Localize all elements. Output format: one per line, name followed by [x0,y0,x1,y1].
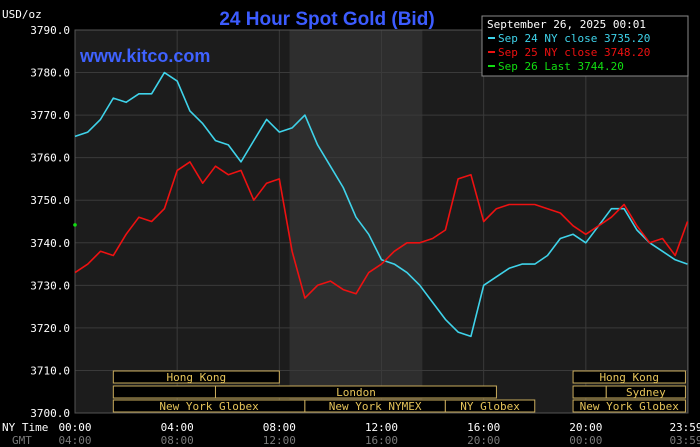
chart-datetime: September 26, 2025 00:01 [487,18,646,31]
session-box [214,385,497,399]
session-label: New York Globex [580,400,680,413]
session-label: New York NYMEX [329,400,422,413]
x-tick-label-ny: 20:00 [569,421,602,434]
session-bar: Sydney [605,385,686,399]
price-series [73,71,689,338]
units-label: USD/oz [2,8,42,21]
x-axis-ticks: 00:0004:0004:0008:0008:0012:0012:0016:00… [2,421,700,447]
session-box [112,385,216,399]
y-axis-ticks: 3700.0 3710.0 3720.0 3730.0 3740.0 3750.0 3760… [30,24,70,420]
session-bar: London [214,385,497,399]
legend-entry: Sep 24 NY close 3735.20 [498,32,650,45]
y-tick-label: 3790.0 [30,24,70,37]
x-tick-label-gmt: 12:00 [263,434,296,447]
x-tick-label-gmt: 00:00 [569,434,602,447]
session-box [572,385,607,399]
session-box [444,399,536,413]
x-tick-label-ny: 16:00 [467,421,500,434]
session-label: Hong Kong [599,371,659,384]
x-tick-label-gmt: 20:00 [467,434,500,447]
y-tick-label: 3740.0 [30,237,70,250]
session-label: Hong Kong [167,371,227,384]
y-tick-label: 3770.0 [30,109,70,122]
x-tick-label-gmt: 16:00 [365,434,398,447]
x-tick-label-gmt: 04:00 [58,434,91,447]
legend-entry: Sep 25 NY close 3748.20 [498,46,650,59]
legend-entry: Sep 26 Last 3744.20 [498,60,624,73]
plot-border [74,29,689,414]
session-label: New York Globex [159,400,259,413]
x-tick-label-gmt: 08:00 [161,434,194,447]
session-bar: New York Globex [572,399,686,413]
x-tick-label-ny: 04:00 [161,421,194,434]
session-box [572,399,686,413]
series-point [73,223,77,227]
x-tick-label-gmt: 03:59 [669,434,700,447]
chart-title: 24 Hour Spot Gold (Bid) [219,9,434,30]
grid-lines [74,29,689,414]
session-bar: NY Globex [444,399,536,413]
y-tick-label: 3780.0 [30,67,70,80]
session-bar [112,385,216,399]
gmt-label: GMT [12,434,32,447]
session-bar: Hong Kong [572,370,686,384]
session-label: London [336,386,376,399]
session-label: Sydney [626,386,666,399]
session-box [112,370,280,384]
y-tick-label: 3760.0 [30,152,70,165]
session-box [572,370,686,384]
watermark: www.kitco.com [79,46,210,66]
session-label: NY Globex [460,400,520,413]
session-bar [572,385,607,399]
x-tick-label-ny: 23:59 [669,421,700,434]
session-bar: New York NYMEX [304,399,446,413]
session-box [605,385,686,399]
legend-box [481,15,689,77]
y-tick-label: 3710.0 [30,364,70,377]
y-tick-label: 3750.0 [30,194,70,207]
session-bar: New York Globex [112,399,306,413]
x-tick-label-ny: 08:00 [263,421,296,434]
x-tick-label-ny: 12:00 [365,421,398,434]
shaded-region [289,30,423,413]
x-tick-label-ny: 00:00 [58,421,91,434]
y-tick-label: 3700.0 [30,407,70,420]
y-tick-label: 3730.0 [30,279,70,292]
series-line [74,161,689,299]
session-bar: Hong Kong [112,370,280,384]
nytime-label: NY Time [2,421,48,434]
series-line [74,71,688,338]
y-tick-label: 3720.0 [30,322,70,335]
